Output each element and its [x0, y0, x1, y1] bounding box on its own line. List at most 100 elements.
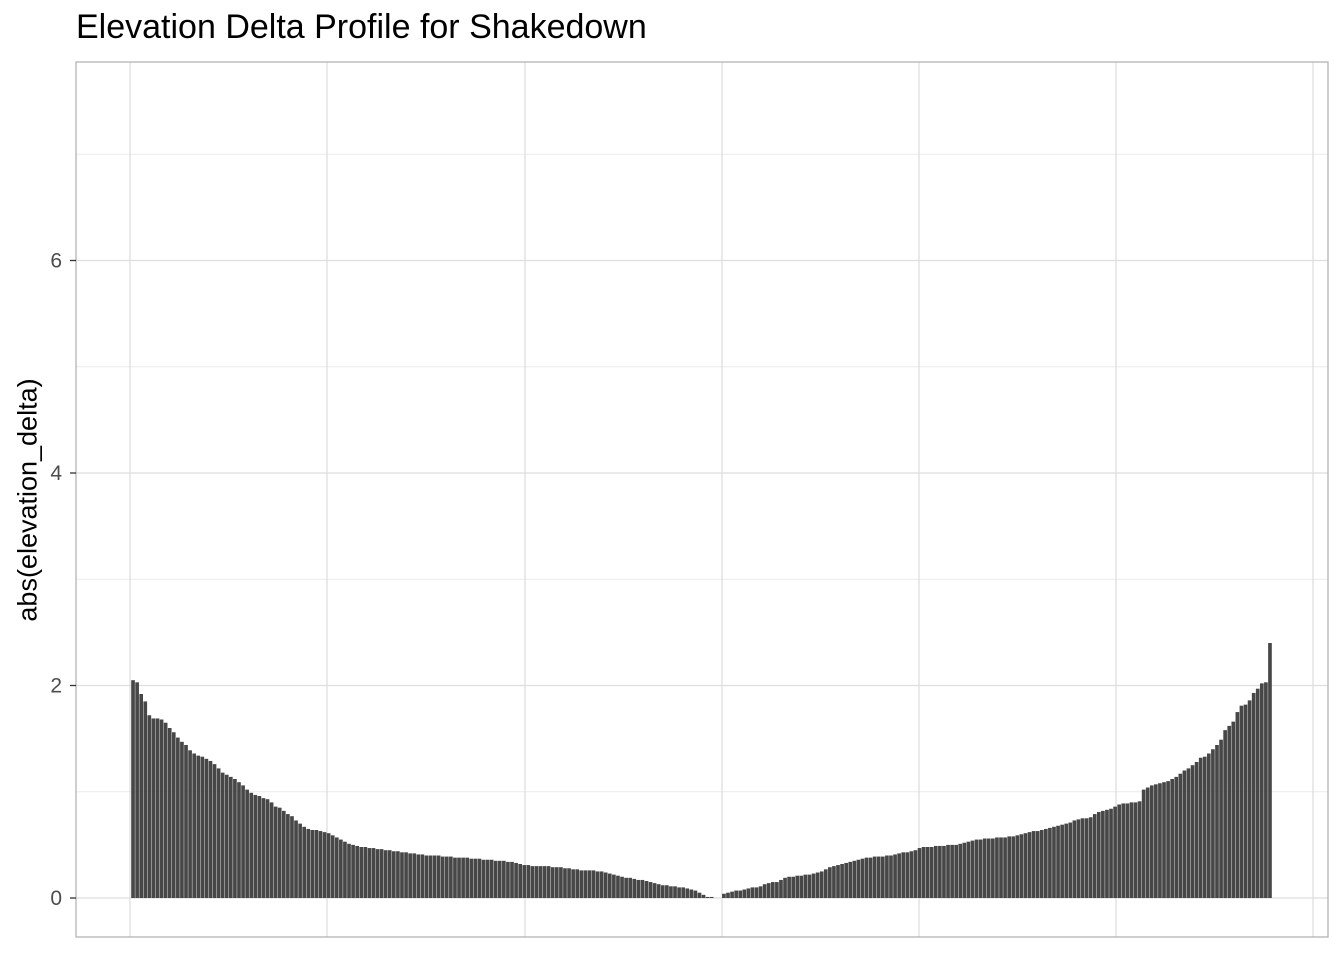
bar: [1202, 756, 1207, 898]
bar: [701, 894, 706, 898]
bar: [1219, 739, 1223, 898]
bar: [970, 840, 975, 899]
bar: [1056, 825, 1060, 898]
bar: [673, 886, 677, 898]
bar: [371, 848, 376, 898]
bar: [807, 874, 812, 899]
bar: [387, 850, 392, 898]
bar: [184, 745, 188, 898]
bar: [253, 794, 258, 898]
bar: [151, 718, 156, 898]
bar: [864, 857, 869, 899]
bar: [1154, 784, 1158, 898]
bar: [469, 858, 474, 898]
bar: [1235, 712, 1240, 898]
bar: [1215, 745, 1219, 898]
bar: [534, 866, 539, 899]
bar: [770, 882, 775, 898]
bar: [1072, 820, 1077, 898]
bar: [546, 866, 551, 899]
bar: [1166, 781, 1170, 899]
bar: [1207, 753, 1211, 898]
bar: [1003, 837, 1007, 898]
bar: [477, 858, 482, 898]
bar: [742, 889, 747, 898]
bar: [192, 753, 196, 898]
bar: [787, 876, 791, 898]
y-tick-label: 4: [50, 462, 62, 485]
bar: [689, 889, 694, 898]
bar: [1186, 768, 1191, 899]
bar: [685, 888, 690, 898]
bar: [620, 876, 624, 898]
bar: [420, 854, 425, 898]
bar: [734, 890, 738, 898]
bar: [929, 847, 934, 898]
bar: [449, 856, 453, 898]
bar: [143, 701, 148, 898]
bar: [396, 851, 400, 898]
bar: [958, 843, 963, 898]
bar: [424, 855, 429, 898]
bar: [599, 871, 604, 898]
bar: [538, 866, 543, 899]
bar: [885, 855, 889, 898]
bar: [440, 856, 445, 898]
bar: [1174, 776, 1179, 899]
bar: [901, 852, 906, 898]
bar: [571, 869, 575, 898]
bar: [868, 857, 873, 899]
bar: [355, 845, 359, 898]
bar: [1121, 803, 1126, 898]
bar: [966, 841, 971, 898]
bar: [905, 852, 910, 898]
bar: [616, 875, 620, 898]
bar: [326, 833, 331, 898]
bar: [220, 772, 225, 899]
bar: [942, 845, 946, 898]
bar: [1178, 773, 1183, 898]
bar: [648, 882, 653, 898]
bar: [1084, 818, 1089, 898]
bar: [1162, 782, 1166, 898]
bar: [872, 856, 877, 898]
bar: [1048, 827, 1052, 899]
bar: [155, 718, 160, 898]
bar: [758, 886, 763, 898]
bar: [1211, 749, 1215, 898]
bar: [693, 890, 698, 898]
bar: [563, 868, 567, 898]
bar: [542, 866, 547, 899]
bar: [730, 891, 734, 899]
bar: [436, 855, 441, 898]
bar: [224, 774, 229, 898]
bar: [1023, 833, 1028, 898]
bar: [836, 865, 840, 898]
bar: [803, 874, 808, 899]
bar: [1247, 700, 1252, 899]
bar: [722, 893, 726, 898]
bar: [269, 802, 274, 899]
bar: [1117, 804, 1122, 898]
bar: [795, 875, 800, 898]
bar: [489, 859, 494, 898]
bar: [416, 854, 421, 898]
bar: [1170, 779, 1174, 898]
bar: [1243, 704, 1248, 899]
panel-border: [75, 61, 1329, 938]
bar: [783, 877, 787, 898]
bar: [746, 888, 751, 898]
bar: [852, 860, 857, 898]
bar: [652, 883, 657, 899]
bar: [339, 839, 343, 898]
bar: [575, 869, 580, 898]
bar: [334, 837, 339, 898]
bar: [832, 866, 836, 899]
bar: [1015, 835, 1020, 898]
bar: [1137, 801, 1142, 898]
bar: [237, 782, 241, 898]
bar: [876, 856, 881, 898]
bar: [294, 820, 298, 898]
bar: [1080, 818, 1085, 898]
bar: [196, 755, 201, 899]
